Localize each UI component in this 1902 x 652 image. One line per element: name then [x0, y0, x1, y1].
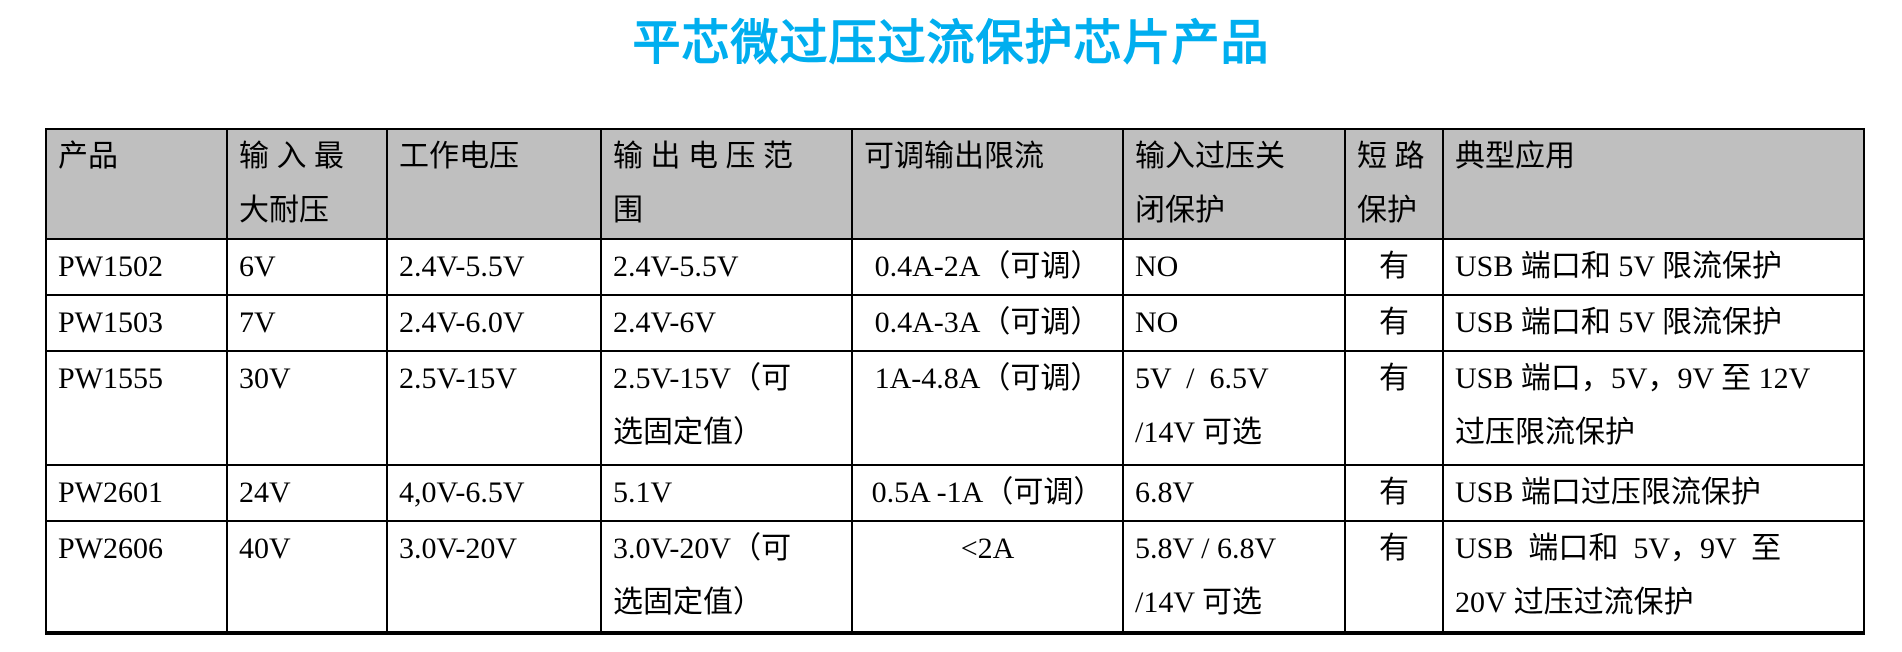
header-output-voltage-range: 输 出 电 压 范 围: [600, 128, 853, 240]
table-row-pw2606: PW2606 40V 3.0V-20V 3.0V-20V（可 选固定值） <2A…: [45, 520, 1865, 635]
operating-voltage-cell: 4,0V-6.5V: [386, 464, 602, 522]
typical-application-cell: USB 端口和 5V 限流保护: [1442, 294, 1865, 352]
max-input-voltage-cell: 24V: [226, 464, 388, 522]
table-row-pw1555: PW1555 30V 2.5V-15V 2.5V-15V（可 选固定值） 1A-…: [45, 350, 1865, 466]
output-voltage-range-cell: 2.5V-15V（可 选固定值）: [600, 350, 853, 466]
protection-chip-product-table: 产品 输 入 最 大耐压 工作电压 输 出 电 压 范 围 可调输出限流 输入过…: [45, 128, 1865, 635]
product-cell: PW1555: [45, 350, 228, 466]
header-product: 产品: [45, 128, 228, 240]
product-cell: PW1503: [45, 294, 228, 352]
short-circuit-protection-cell: 有: [1344, 238, 1444, 296]
input-ovp-shutdown-cell: NO: [1122, 238, 1346, 296]
input-ovp-shutdown-cell: 5V / 6.5V /14V 可选: [1122, 350, 1346, 466]
table-row-pw1502: PW1502 6V 2.4V-5.5V 2.4V-5.5V 0.4A-2A（可调…: [45, 238, 1865, 296]
adjustable-output-current-limit-cell: 0.4A-2A（可调）: [851, 238, 1124, 296]
header-adjustable-output-current-limit: 可调输出限流: [851, 128, 1124, 240]
operating-voltage-cell: 2.4V-5.5V: [386, 238, 602, 296]
output-voltage-range-cell: 2.4V-6V: [600, 294, 853, 352]
output-voltage-range-cell: 2.4V-5.5V: [600, 238, 853, 296]
header-short-circuit-protection: 短 路 保护: [1344, 128, 1444, 240]
typical-application-cell: USB 端口，5V，9V 至 12V 过压限流保护: [1442, 350, 1865, 466]
operating-voltage-cell: 2.4V-6.0V: [386, 294, 602, 352]
short-circuit-protection-cell: 有: [1344, 294, 1444, 352]
operating-voltage-cell: 3.0V-20V: [386, 520, 602, 635]
table-row-pw2601: PW2601 24V 4,0V-6.5V 5.1V 0.5A -1A（可调） 6…: [45, 464, 1865, 522]
short-circuit-protection-cell: 有: [1344, 464, 1444, 522]
output-voltage-range-cell: 5.1V: [600, 464, 853, 522]
input-ovp-shutdown-cell: NO: [1122, 294, 1346, 352]
output-voltage-range-cell: 3.0V-20V（可 选固定值）: [600, 520, 853, 635]
max-input-voltage-cell: 30V: [226, 350, 388, 466]
header-typical-application: 典型应用: [1442, 128, 1865, 240]
product-cell: PW1502: [45, 238, 228, 296]
typical-application-cell: USB 端口和 5V，9V 至 20V 过压过流保护: [1442, 520, 1865, 635]
max-input-voltage-cell: 40V: [226, 520, 388, 635]
table-header-row: 产品 输 入 最 大耐压 工作电压 输 出 电 压 范 围 可调输出限流 输入过…: [45, 128, 1865, 240]
product-cell: PW2601: [45, 464, 228, 522]
max-input-voltage-cell: 7V: [226, 294, 388, 352]
adjustable-output-current-limit-cell: 0.5A -1A（可调）: [851, 464, 1124, 522]
typical-application-cell: USB 端口和 5V 限流保护: [1442, 238, 1865, 296]
table-row-pw1503: PW1503 7V 2.4V-6.0V 2.4V-6V 0.4A-3A（可调） …: [45, 294, 1865, 352]
adjustable-output-current-limit-cell: 0.4A-3A（可调）: [851, 294, 1124, 352]
input-ovp-shutdown-cell: 6.8V: [1122, 464, 1346, 522]
input-ovp-shutdown-cell: 5.8V / 6.8V /14V 可选: [1122, 520, 1346, 635]
header-max-input-voltage: 输 入 最 大耐压: [226, 128, 388, 240]
page-title: 平芯微过压过流保护芯片产品: [632, 17, 1270, 70]
header-operating-voltage: 工作电压: [386, 128, 602, 240]
max-input-voltage-cell: 6V: [226, 238, 388, 296]
short-circuit-protection-cell: 有: [1344, 520, 1444, 635]
adjustable-output-current-limit-cell: <2A: [851, 520, 1124, 635]
operating-voltage-cell: 2.5V-15V: [386, 350, 602, 466]
typical-application-cell: USB 端口过压限流保护: [1442, 464, 1865, 522]
short-circuit-protection-cell: 有: [1344, 350, 1444, 466]
product-cell: PW2606: [45, 520, 228, 635]
header-input-ovp-shutdown: 输入过压关 闭保护: [1122, 128, 1346, 240]
adjustable-output-current-limit-cell: 1A-4.8A（可调）: [851, 350, 1124, 466]
